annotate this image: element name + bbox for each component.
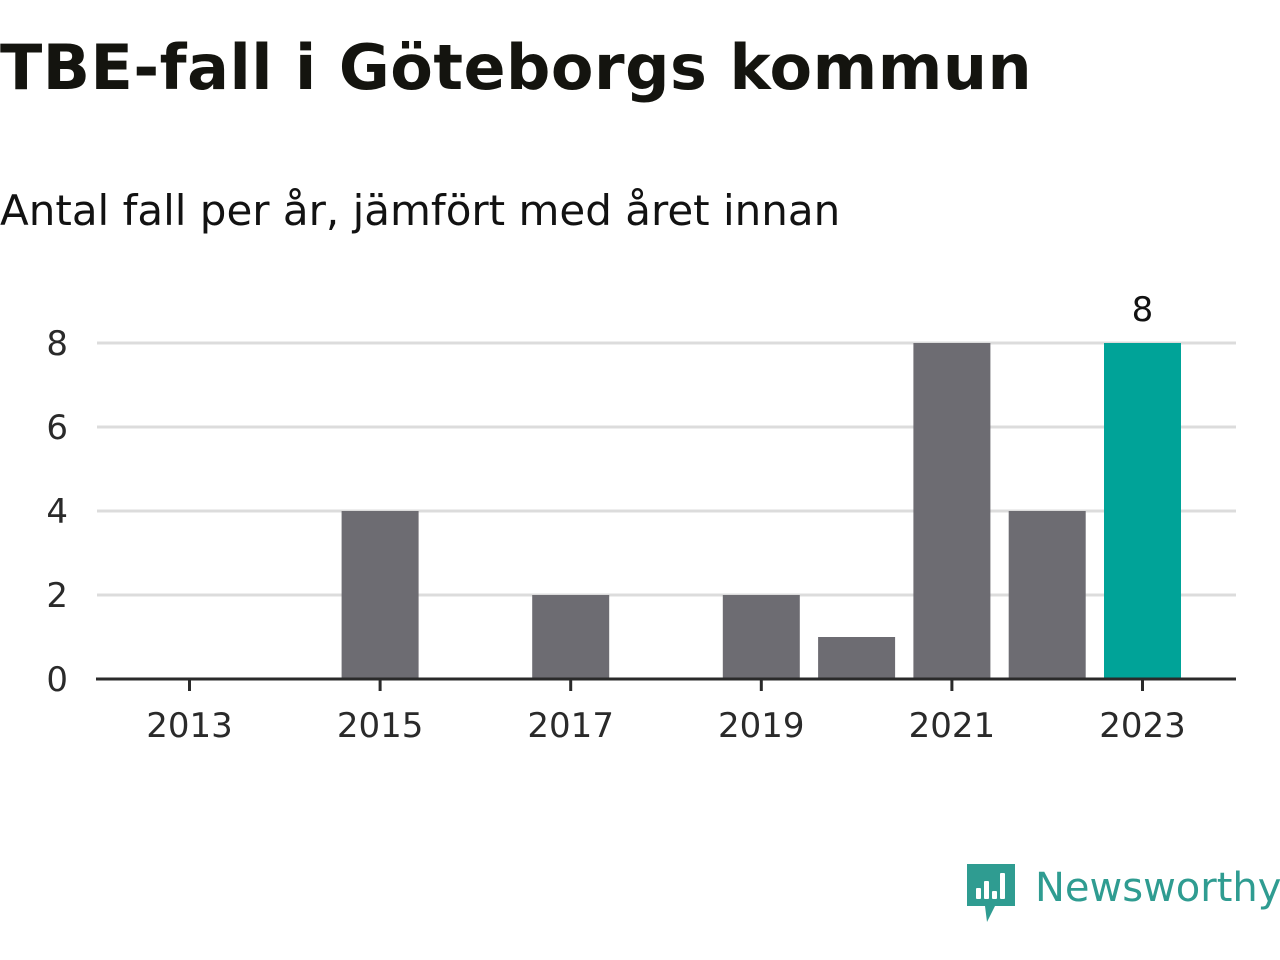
bar-2021: [913, 343, 991, 679]
bar-2023: [1104, 343, 1181, 679]
x-tick-label-2015: 2015: [337, 706, 424, 746]
y-tick-label-2: 2: [46, 576, 68, 616]
x-tick-label-2023: 2023: [1099, 706, 1186, 746]
bars: [341, 343, 1181, 679]
data-labels: 8: [1132, 290, 1154, 330]
bar-2017: [532, 595, 610, 679]
bar-2020: [818, 637, 896, 679]
brand-logo: Newsworthy: [965, 862, 1280, 924]
y-tick-label-4: 4: [46, 492, 68, 532]
x-tick-label-2017: 2017: [527, 706, 614, 746]
newsworthy-logo-icon: [967, 864, 1015, 922]
bar-chart: 0 2 4 6 8 2013 2015 2017 2019 2021 2023 8: [46, 290, 1236, 746]
x-axis-labels: 2013 2015 2017 2019 2021 2023: [146, 706, 1186, 746]
x-tick-label-2021: 2021: [909, 706, 996, 746]
data-label-2023: 8: [1132, 290, 1154, 330]
chart-title: TBE-fall i Göteborgs kommun: [0, 31, 1033, 104]
chart-subtitle: Antal fall per år, jämfört med året inna…: [0, 186, 841, 235]
bar-2019: [722, 595, 800, 679]
x-tick-label-2013: 2013: [146, 706, 233, 746]
y-axis-labels: 0 2 4 6 8: [46, 324, 68, 700]
x-axis: [96, 677, 1236, 691]
y-tick-label-0: 0: [46, 660, 68, 700]
bar-2022: [1008, 511, 1086, 679]
y-tick-label-8: 8: [46, 324, 68, 364]
x-tick-label-2019: 2019: [718, 706, 805, 746]
bar-2015: [341, 511, 419, 679]
y-tick-label-6: 6: [46, 408, 68, 448]
brand-name: Newsworthy: [1035, 865, 1280, 911]
